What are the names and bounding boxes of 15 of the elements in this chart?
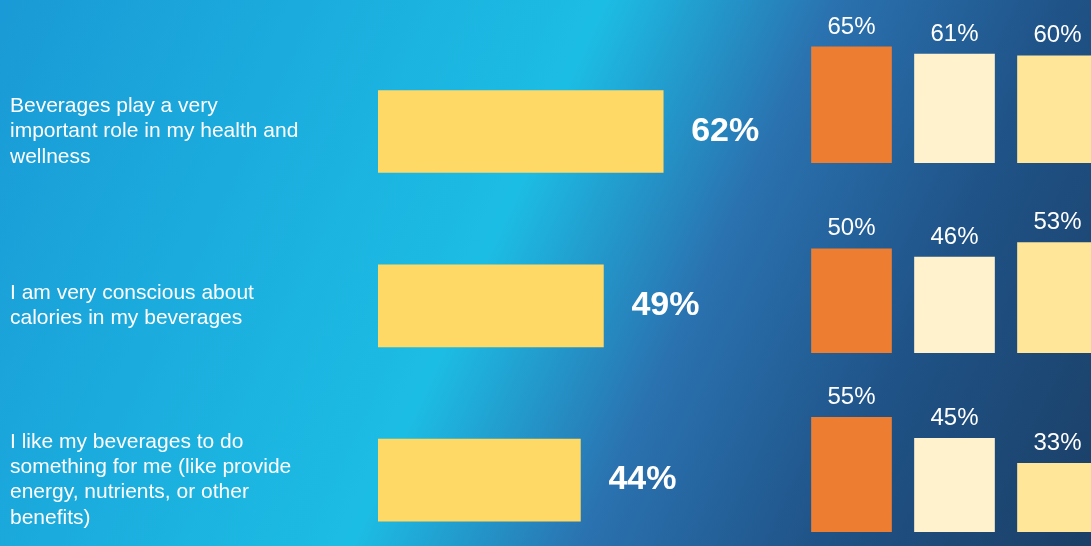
- data-label: 61%: [930, 18, 979, 46]
- data-label: 50%: [827, 213, 876, 241]
- data-label: 60%: [1033, 20, 1082, 48]
- data-label: 55%: [827, 382, 876, 410]
- data-label: 65%: [827, 11, 876, 39]
- y-tick-label: Beverages play a very important role in my health and wellness: [9, 93, 299, 167]
- y-tick-label: I am very conscious about calories in my beverages: [10, 280, 255, 329]
- data-label: 46%: [930, 221, 979, 249]
- data-label: 49%: [631, 284, 700, 323]
- data-label: 45%: [930, 402, 979, 430]
- data-label: 62%: [691, 109, 760, 148]
- data-label: 44%: [608, 458, 677, 497]
- data-label: 33%: [1033, 427, 1082, 455]
- data-label: 53%: [1033, 207, 1082, 235]
- y-tick-label: I like my beverages to do something for me (like provide energy, nutrients, or other benefits): [10, 429, 292, 528]
